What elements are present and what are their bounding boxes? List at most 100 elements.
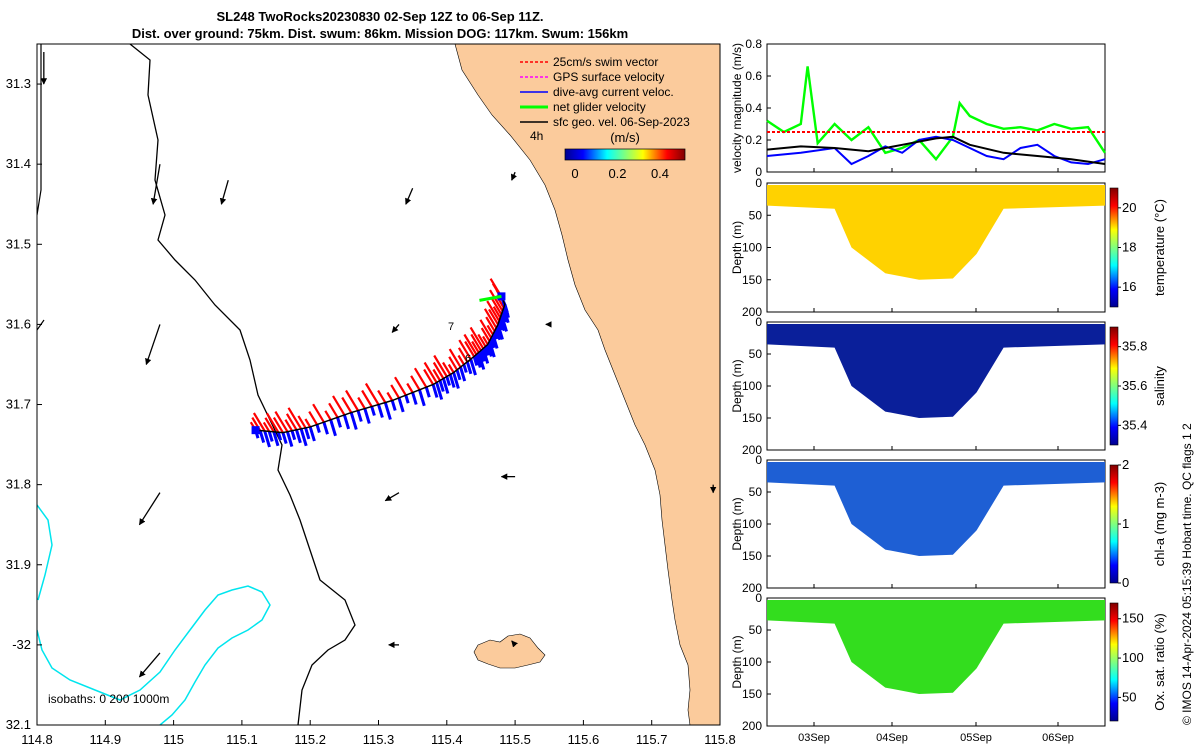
- section-colorbar: [1109, 602, 1119, 722]
- section-y-tick-label: 150: [742, 273, 762, 287]
- colorbar-tick-label: 35.6: [1122, 378, 1147, 393]
- map-x-tick-label: 114.8: [21, 732, 53, 747]
- isobath-1000m: [37, 504, 271, 725]
- map-y-tick-label: 31.9: [6, 557, 31, 572]
- colorbar-label: salinity: [1152, 366, 1167, 406]
- colorbar-tick-label: 150: [1122, 611, 1144, 626]
- section-y-label: Depth (m): [730, 635, 744, 688]
- section-y-tick-label: 100: [742, 655, 762, 669]
- colorbar-label: temperature (°C): [1152, 199, 1167, 296]
- map-x-tick-label: 114.9: [90, 732, 122, 747]
- current-vectors: [254, 297, 510, 448]
- velocity-y-tick-label: 0.4: [745, 101, 762, 115]
- section-y-tick-label: 200: [742, 443, 762, 457]
- section-y-tick-label: 200: [742, 581, 762, 595]
- geo-velocity-arrow: [219, 180, 229, 205]
- section-y-tick-label: 100: [742, 241, 762, 255]
- section-y-tick-label: 100: [742, 379, 762, 393]
- colorbar-tick-label: 0.2: [608, 166, 626, 181]
- section-y-tick-label: 0: [755, 453, 762, 467]
- map-y-tick-label: 31.7: [6, 397, 31, 412]
- map-y-tick-label: 31.4: [6, 156, 31, 171]
- map-y-tick-label: 32.1: [6, 717, 31, 732]
- map-x-tick-label: 115.8: [704, 732, 736, 747]
- velocity-series-0: [766, 66, 1107, 162]
- legend-label: sfc geo. vel. 06-Sep-2023: [553, 115, 690, 129]
- legend-time-label: 4h: [530, 129, 543, 143]
- colorbar-title: (m/s): [610, 130, 640, 145]
- geo-velocity-arrow: [511, 640, 518, 648]
- legend-label: net glider velocity: [553, 100, 646, 114]
- velocity-y-tick-label: 0: [755, 165, 762, 179]
- section-y-label: Depth (m): [730, 359, 744, 412]
- colorbar-tick-label: 1: [1122, 516, 1129, 531]
- map-y-tick-label: 31.8: [6, 477, 31, 492]
- colorbar-tick-label: 0: [1122, 575, 1129, 590]
- colorbar-tick-label: 2: [1122, 457, 1129, 472]
- map-y-axis: 31.3 31.4 31.5 31.6 31.7 31.8 31.9 -32 32.1: [6, 76, 42, 732]
- geo-velocity-arrow: [138, 652, 161, 678]
- velocity-y-tick-label: 0.8: [745, 37, 762, 51]
- section-y-tick-label: 200: [742, 305, 762, 319]
- geo-velocity-arrow: [145, 324, 161, 366]
- isobaths-label: isobaths: 0 200 1000m: [48, 692, 169, 706]
- legend-label: GPS surface velocity: [553, 70, 664, 84]
- time-x-tick-label: 05Sep: [960, 732, 992, 744]
- map-x-tick-label: 115.6: [568, 732, 600, 747]
- section-y-tick-label: 0: [755, 176, 762, 190]
- map-y-tick-label: 31.5: [6, 236, 31, 251]
- credit-text: © IMOS 14-Apr-2024 05:15:39 Hobart time.…: [1180, 423, 1194, 725]
- section-y-tick-label: 50: [749, 623, 763, 637]
- section-y-label: Depth (m): [730, 497, 744, 550]
- colorbar-tick-label: 0: [571, 166, 578, 181]
- net-velocity-arrow: [479, 294, 502, 302]
- map-x-tick-label: 115.2: [294, 732, 326, 747]
- map-x-tick-label: 115: [163, 732, 184, 747]
- section-y-tick-label: 100: [742, 517, 762, 531]
- map-y-tick-label: -32: [12, 637, 31, 652]
- section-field-0: [767, 185, 1105, 280]
- section-field-1: [767, 324, 1105, 418]
- velocity-axes: [766, 43, 1106, 173]
- colorbar-tick-label: 50: [1122, 689, 1136, 704]
- section-y-tick-label: 150: [742, 549, 762, 563]
- isobath-200m-edge2: [37, 319, 45, 331]
- velocity-y-tick-label: 0.2: [745, 133, 762, 147]
- map-x-tick-label: 115.3: [363, 732, 395, 747]
- map-panel: 114.8 114.9 115 115.1 115.2 115.3 115.4 115.5 11…: [6, 43, 736, 747]
- time-x-tick-label: 03Sep: [798, 732, 830, 744]
- geo-velocity-arrows: [40, 52, 717, 678]
- track-label-7: 7: [448, 321, 454, 333]
- section-y-tick-label: 150: [742, 411, 762, 425]
- figure-title-line2: Dist. over ground: 75km. Dist. swum: 86k…: [131, 26, 629, 41]
- section-y-tick-label: 0: [755, 315, 762, 329]
- map-x-tick-label: 115.5: [499, 732, 531, 747]
- land-mass: [454, 44, 720, 725]
- section-y-tick-label: 150: [742, 687, 762, 701]
- colorbar-tick-label: 35.8: [1122, 339, 1147, 354]
- velocity-series-2: [766, 135, 1106, 166]
- geo-velocity-arrow: [391, 323, 400, 333]
- speed-colorbar-ticks: 0 0.2 0.4: [571, 166, 669, 181]
- section-colorbar: [1109, 187, 1119, 308]
- section-y-tick-label: 50: [749, 208, 763, 222]
- section-y-tick-label: 200: [742, 719, 762, 733]
- track-label-6: 6: [465, 353, 471, 365]
- map-x-tick-label: 115.4: [431, 732, 463, 747]
- isobath-200m-edge: [37, 44, 42, 216]
- map-y-tick-label: 31.6: [6, 316, 31, 331]
- section-y-tick-label: 50: [749, 485, 763, 499]
- time-x-tick-label: 04Sep: [876, 732, 908, 744]
- section-y-label: Depth (m): [730, 221, 744, 274]
- geo-velocity-arrow: [150, 164, 161, 205]
- map-y-tick-label: 31.3: [6, 76, 31, 91]
- map-x-axis: 114.8 114.9 115 115.1 115.2 115.3 115.4 115.5 11…: [21, 720, 736, 747]
- section-colorbar: [1109, 326, 1119, 446]
- time-x-tick-label: 06Sep: [1042, 732, 1074, 744]
- colorbar-tick-label: 16: [1122, 279, 1136, 294]
- colorbar-tick-label: 0.4: [651, 166, 669, 181]
